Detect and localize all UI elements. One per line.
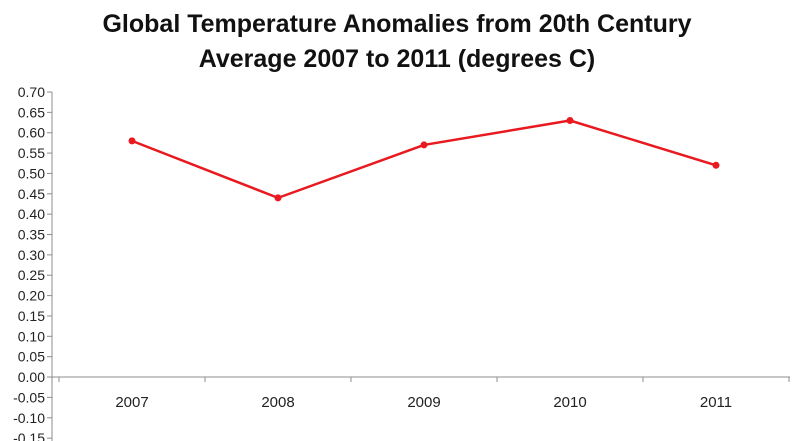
data-point-2007	[128, 137, 136, 145]
y-tick-label: -0.15	[13, 430, 45, 441]
y-tick-label: 0.55	[18, 145, 45, 161]
x-tick-label: 2011	[700, 394, 732, 411]
y-tick-label: 0.05	[18, 349, 45, 365]
x-tick-label: 2007	[115, 394, 148, 411]
y-tick-label: 0.20	[18, 288, 45, 304]
y-tick-label: -0.05	[13, 389, 45, 405]
y-axis-ticks: 0.70 0.65 0.60 0.55 0.50 0.45 0.40 0.35 0.30 0.25…	[13, 84, 52, 441]
x-tick-label: 2010	[553, 394, 586, 411]
chart-title-line-2: Average 2007 to 2011 (degrees C)	[199, 45, 596, 73]
series-line	[131, 119, 717, 200]
y-tick-label: 0.40	[18, 206, 45, 222]
data-point-2008	[274, 194, 282, 202]
data-point-2010	[566, 117, 574, 125]
y-tick-label: 0.45	[18, 186, 45, 202]
y-tick-label: 0.10	[18, 328, 45, 344]
x-tick-label: 2008	[261, 394, 294, 411]
y-tick-label: 0.70	[18, 84, 45, 100]
y-tick-label: 0.00	[18, 369, 45, 385]
chart-axes	[51, 92, 790, 441]
series-layer	[128, 117, 720, 202]
x-tick-label: 2009	[407, 394, 440, 411]
data-point-2009	[420, 141, 428, 149]
y-tick-label: -0.10	[13, 410, 45, 426]
x-axis-labels: 2007 2008 2009 2010 2011	[58, 377, 790, 411]
y-tick-label: 0.50	[18, 165, 45, 181]
y-tick-label: 0.25	[18, 267, 45, 283]
y-tick-label: 0.60	[18, 125, 45, 141]
chart-title-line-1: Global Temperature Anomalies from 20th C…	[102, 10, 691, 38]
data-point-2011	[712, 161, 720, 169]
y-tick-label: 0.65	[18, 104, 45, 120]
y-tick-label: 0.35	[18, 227, 45, 243]
y-tick-label: 0.15	[18, 308, 45, 324]
y-tick-label: 0.30	[18, 247, 45, 263]
